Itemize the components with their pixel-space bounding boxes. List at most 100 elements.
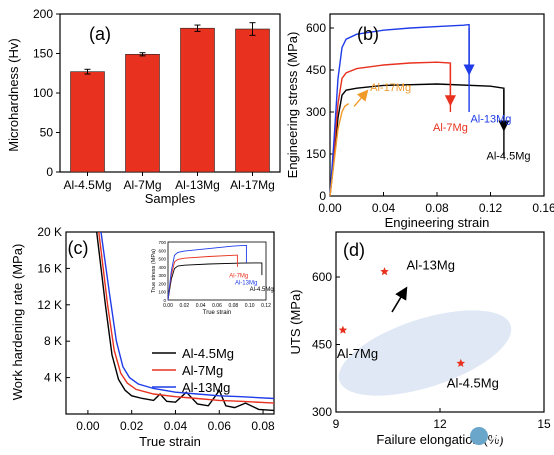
panel-c-inset-frame xyxy=(167,241,267,301)
panel-c-inset-x-tick-label: 0.00 xyxy=(163,303,173,309)
panel-b-x-tick-label: 0.08 xyxy=(425,201,449,215)
panel-b-label-4.5Mg: Al-4.5Mg xyxy=(486,151,530,163)
panel-d-highlight-ellipse xyxy=(338,310,512,396)
panel-c-x-tick-label: 0.00 xyxy=(76,419,100,433)
watermark: 材料学网 xyxy=(470,422,552,450)
panel-c-xlabel: True strain xyxy=(139,434,201,449)
panel-a-y-tick-label: 50 xyxy=(40,126,54,140)
panel-c-y-tick-label: 20 K xyxy=(37,225,62,239)
panel-a-x-tick-label: Al-17Mg xyxy=(230,178,275,192)
panel-d-x-tick-label: 12 xyxy=(433,417,447,431)
panel-c-inset-xlabel: True strain xyxy=(203,310,231,316)
panel-d-point xyxy=(338,325,348,334)
panel-c-x-tick-label: 0.04 xyxy=(164,419,188,433)
panel-b-line-Al-17Mg xyxy=(329,103,350,197)
panel-a-y-tick-label: 150 xyxy=(33,47,53,61)
panel-b-label-17Mg: Al-17Mg xyxy=(370,82,411,94)
panel-b-y-tick-label: 450 xyxy=(306,63,326,77)
panel-b-label-7Mg: Al-7Mg xyxy=(433,122,468,134)
panel-d-ylabel: UTS (MPa) xyxy=(288,290,303,355)
panel-a-bar xyxy=(70,71,105,173)
panel-c-inset-ylabel: True stress (MPa) xyxy=(151,249,157,293)
panel-b-arrow-17Mg xyxy=(353,89,369,107)
panel-c-legend-label: Al-4.5Mg xyxy=(182,346,234,361)
panel-c-inset-y-tick-label: 300 xyxy=(158,273,166,278)
panel-b-ylabel: Engineering stress (MPa) xyxy=(285,32,300,179)
panel-d-label: (d) xyxy=(343,240,365,260)
panel-c-line-Al-7Mg xyxy=(98,232,274,404)
panel-b-x-tick-label: 0.00 xyxy=(318,201,342,215)
panel-c-legend-label: Al-7Mg xyxy=(182,363,223,378)
panel-d-x-tick-label: 9 xyxy=(333,417,340,431)
panel-b-y-tick-label: 300 xyxy=(306,105,326,119)
panel-b-x-tick-label: 0.12 xyxy=(479,201,503,215)
panel-c-inset-y-tick-label: 600 xyxy=(158,248,166,253)
panel-c-inset-label-4.5Mg: Al-4.5Mg xyxy=(250,287,274,293)
panel-a-x-tick-label: Al-7Mg xyxy=(123,178,161,192)
panel-d-point xyxy=(456,358,466,367)
panel-c-inset-line-Al-4.5Mg xyxy=(167,262,263,301)
panel-d-y-tick-label: 600 xyxy=(312,270,332,284)
panel-c-inset-y-tick-label: 0 xyxy=(163,298,166,303)
panel-d-point-label: Al-7Mg xyxy=(337,346,378,361)
panel-c-inset-x-tick-label: 0.06 xyxy=(212,303,222,309)
panel-c-x-tick-label: 0.02 xyxy=(120,419,144,433)
panel-b-label: (b) xyxy=(357,24,379,44)
panel-b-label-13Mg: Al-13Mg xyxy=(470,114,511,126)
panel-c-inset-x-tick-label: 0.12 xyxy=(261,303,271,309)
panel-a-xlabel: Samples xyxy=(145,191,196,206)
panel-c-y-tick-label: 16 K xyxy=(37,261,62,275)
panel-b-xlabel: Engineering strain xyxy=(385,215,490,230)
panel-d-y-tick-label: 450 xyxy=(312,338,332,352)
panel-d-arrow xyxy=(391,286,408,313)
panel-a-bar xyxy=(125,53,160,173)
panel-c-inset-y-tick-label: 100 xyxy=(158,290,166,295)
panel-c-y-tick-label: 8 K xyxy=(44,334,62,348)
panel-c-inset-line-Al-7Mg xyxy=(167,254,238,301)
panel-d-x-tick-label: 15 xyxy=(537,417,551,431)
panel-a-bar xyxy=(235,28,270,173)
panel-a-y-tick-label: 200 xyxy=(33,7,53,21)
panel-a-y-tick-label: 0 xyxy=(46,165,53,179)
panel-c-label: (c) xyxy=(68,238,89,258)
panel-d-point-label: Al-13Mg xyxy=(407,258,455,273)
panel-c-inset-line-Al-13Mg xyxy=(167,244,247,301)
panel-c-inset-y-tick-label: 200 xyxy=(158,281,166,286)
panel-c-frame xyxy=(65,231,275,415)
panel-c-y-tick-label: 12 K xyxy=(37,298,62,312)
panel-c-line-Al-4.5Mg xyxy=(96,232,274,412)
panel-a-ylabel: Microhardness (Hv) xyxy=(6,38,21,151)
panel-c-inset-x-tick-label: 0.04 xyxy=(196,303,206,309)
panel-b-line-Al-7Mg xyxy=(329,61,452,197)
panel-b-y-tick-label: 150 xyxy=(306,147,326,161)
panel-c-ylabel: Work hardening rate (MPa) xyxy=(10,244,25,401)
watermark-text: 材料学网 xyxy=(491,429,540,444)
panel-b-line-Al-13Mg xyxy=(329,23,470,197)
panel-a-bar xyxy=(180,27,215,173)
panel-c-plot xyxy=(96,232,274,412)
panel-a-label: (a) xyxy=(89,24,111,44)
panel-c-inset-y-tick-label: 700 xyxy=(158,240,166,245)
panel-b-line-Al-4.5Mg xyxy=(329,83,505,197)
panel-b-y-tick-label: 0 xyxy=(319,189,326,203)
panel-c-inset-label-13Mg: Al-13Mg xyxy=(235,280,257,286)
panel-d-y-tick-label: 300 xyxy=(312,405,332,419)
panel-c-inset-y-tick-label: 400 xyxy=(158,265,166,270)
panel-a-y-tick-label: 100 xyxy=(33,86,53,100)
panel-c-inset-x-tick-label: 0.10 xyxy=(245,303,255,309)
panel-c-line-Al-13Mg xyxy=(100,232,274,400)
panel-c-x-tick-label: 0.06 xyxy=(208,419,232,433)
panel-b-y-tick-label: 600 xyxy=(306,21,326,35)
panel-b-x-tick-label: 0.04 xyxy=(372,201,396,215)
panel-d-point xyxy=(380,267,389,276)
panel-d-point-label: Al-4.5Mg xyxy=(447,375,499,390)
panel-c-legend-label: Al-13Mg xyxy=(182,380,230,395)
panel-c-inset-x-tick-label: 0.02 xyxy=(179,303,189,309)
panel-a-x-tick-label: Al-13Mg xyxy=(175,178,220,192)
watermark-logo-icon xyxy=(470,427,488,445)
panel-c-inset-y-tick-label: 500 xyxy=(158,257,166,262)
panel-c-inset-label-7Mg: Al-7Mg xyxy=(229,274,248,280)
panel-c-x-tick-label: 0.08 xyxy=(251,419,275,433)
panel-c-inset-x-tick-label: 0.08 xyxy=(228,303,238,309)
